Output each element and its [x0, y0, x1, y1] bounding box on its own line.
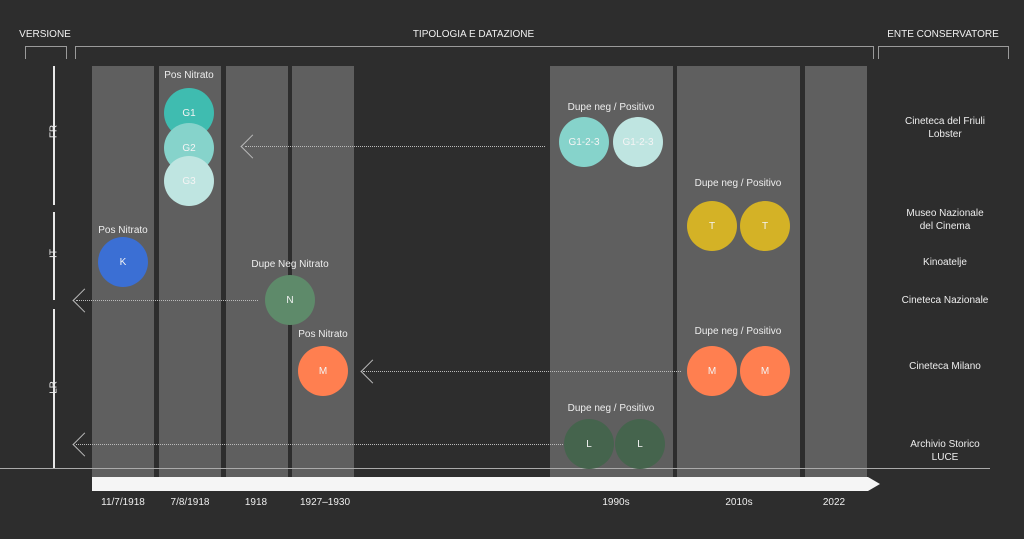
- ente-cineteca-milano: Cineteca Milano: [909, 361, 981, 372]
- label-m-pos: Pos Nitrato: [298, 329, 348, 340]
- date-label: 2022: [822, 497, 846, 508]
- column-2010s: [677, 66, 800, 477]
- copy-m-pos: M: [740, 346, 790, 396]
- baseline: [0, 468, 990, 469]
- label-n-dupe: Dupe Neg Nitrato: [251, 259, 329, 270]
- copy-g123-pos: G1-2-3: [613, 117, 663, 167]
- ente-kinoatelje: Kinoatelje: [923, 257, 967, 268]
- label-g-dupe: Dupe neg / Positivo: [567, 102, 655, 113]
- date-label: 1927–1930: [299, 497, 351, 508]
- ente-museo-line1: Museo Nazionale: [906, 208, 984, 219]
- version-line-fr: [53, 66, 55, 205]
- arrow-line-l: [76, 444, 565, 445]
- date-label: 1990s: [602, 497, 630, 508]
- ente-friuli: Cineteca del Friuli Lobster: [885, 115, 1005, 141]
- copy-t-dupe: T: [687, 201, 737, 251]
- version-lr: LR: [48, 381, 60, 394]
- column-2022: [805, 66, 867, 477]
- label-l-dupe: Dupe neg / Positivo: [567, 403, 655, 414]
- arrow-left-icon: [360, 359, 385, 384]
- ente-cineteca-nazionale: Cineteca Nazionale: [901, 295, 989, 306]
- column-1918: [226, 66, 288, 477]
- version-it: IT: [48, 249, 60, 258]
- label-k-pos: Pos Nitrato: [98, 225, 148, 236]
- column-1927-1930: [292, 66, 354, 477]
- version-line-lr: [53, 309, 55, 468]
- tipologia-bracket: [75, 46, 874, 59]
- ente-museo: Museo Nazionale del Cinema: [885, 207, 1005, 233]
- arrow-line-g: [245, 146, 545, 147]
- version-line-it: [53, 212, 55, 300]
- header-ente: ENTE CONSERVATORE: [887, 29, 999, 40]
- date-label: 2010s: [725, 497, 753, 508]
- copy-m-nitrato: M: [298, 346, 348, 396]
- ente-luce-line1: Archivio Storico: [910, 439, 980, 450]
- header-versione: VERSIONE: [19, 29, 71, 40]
- copy-g123-dupe: G1-2-3: [559, 117, 609, 167]
- timeline-arrow: [92, 477, 868, 491]
- label-g-pos: Pos Nitrato: [164, 70, 214, 81]
- ente-luce: Archivio Storico LUCE: [885, 438, 1005, 464]
- label-t-dupe: Dupe neg / Positivo: [694, 178, 782, 189]
- copy-l-pos: L: [615, 419, 665, 469]
- label-m-dupe: Dupe neg / Positivo: [694, 326, 782, 337]
- copy-t-pos: T: [740, 201, 790, 251]
- header-tipologia: TIPOLOGIA E DATAZIONE: [412, 29, 535, 40]
- ente-museo-line2: del Cinema: [919, 221, 971, 232]
- arrow-line-n: [76, 300, 258, 301]
- copy-k: K: [98, 237, 148, 287]
- copy-n: N: [265, 275, 315, 325]
- versione-bracket: [25, 46, 67, 59]
- version-fr: FR: [48, 124, 60, 139]
- copy-m-dupe: M: [687, 346, 737, 396]
- ente-friuli-line2: Lobster: [928, 129, 962, 140]
- timeline-arrowhead: [868, 477, 880, 491]
- date-label: 11/7/1918: [101, 497, 145, 508]
- arrow-line-m: [363, 371, 681, 372]
- ente-luce-line2: LUCE: [931, 452, 959, 463]
- ente-bracket: [878, 46, 1009, 59]
- copy-g3: G3: [164, 156, 214, 206]
- copy-l-dupe: L: [564, 419, 614, 469]
- ente-friuli-line1: Cineteca del Friuli: [904, 116, 986, 127]
- date-label: 1918: [244, 497, 268, 508]
- date-label: 7/8/1918: [170, 497, 210, 508]
